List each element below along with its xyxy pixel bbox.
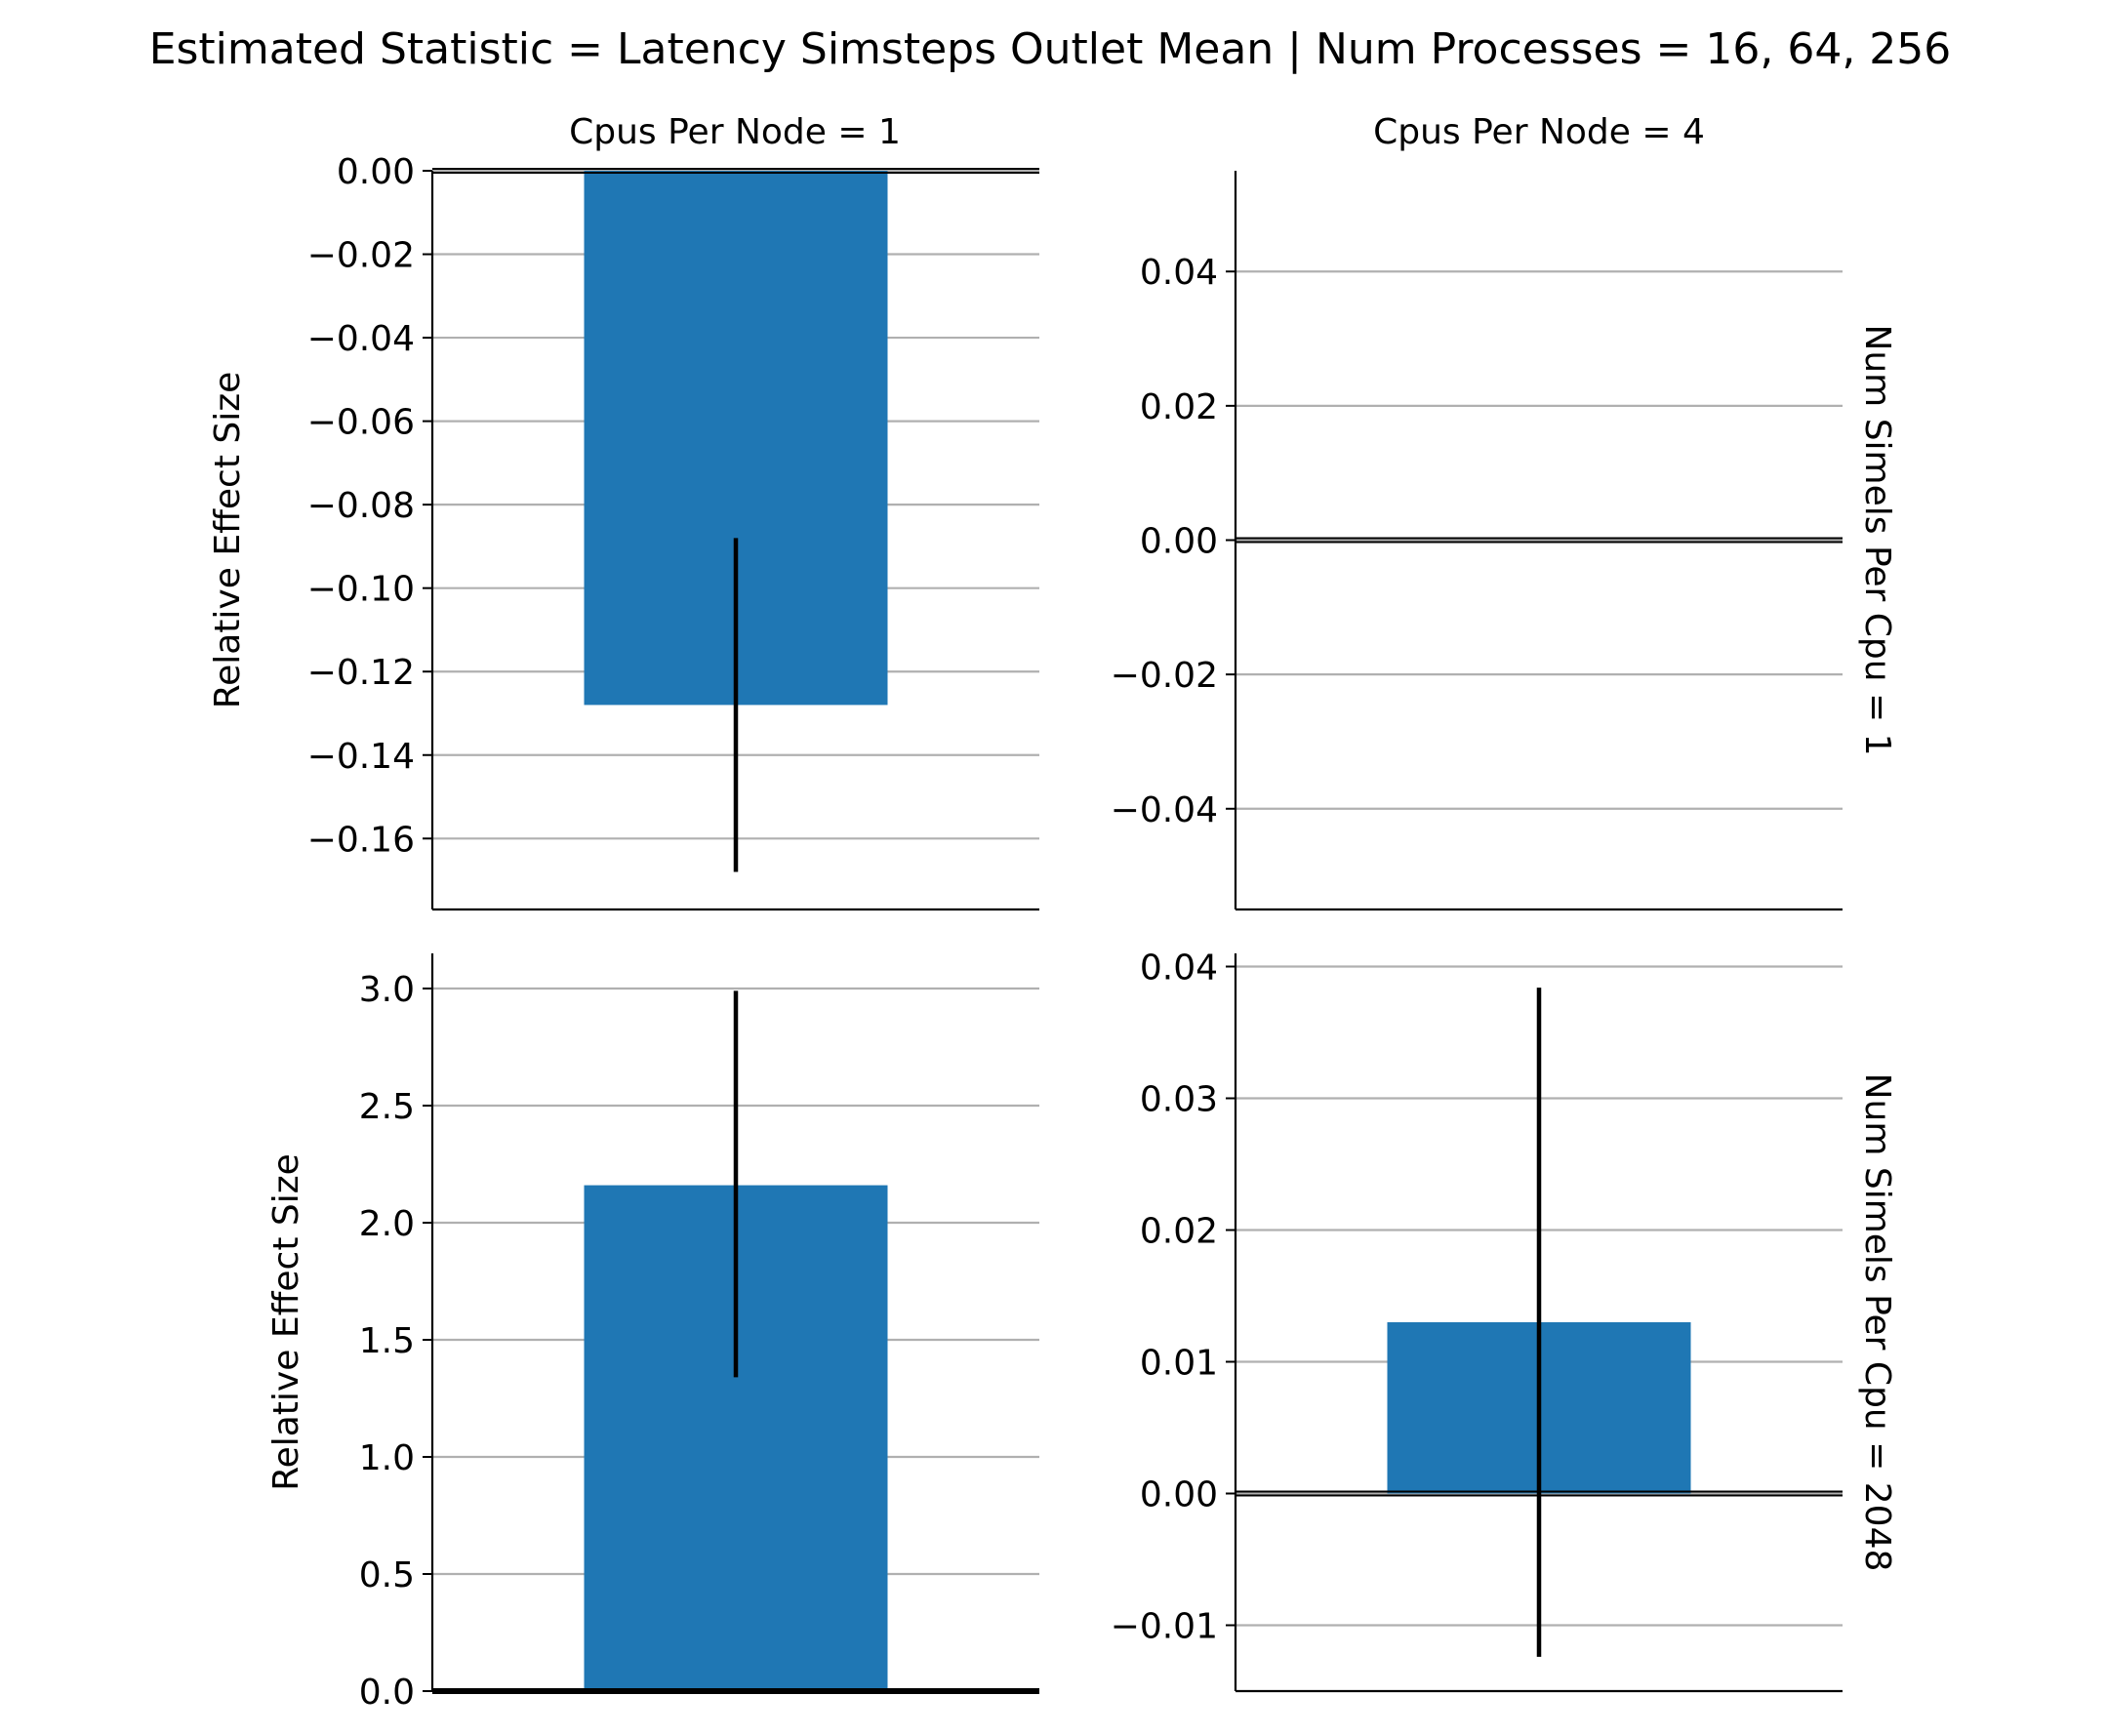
y-tick-label: 0.04	[1140, 949, 1218, 989]
y-axis-label: Relative Effect Size	[208, 372, 248, 709]
y-tick-label: −0.14	[307, 737, 415, 777]
y-tick-label: −0.02	[307, 236, 415, 276]
y-tick-label: 0.01	[1140, 1344, 1218, 1384]
column-title-cpus-4: Cpus Per Node = 4	[1373, 112, 1705, 152]
panel-2: 0.04 0.02 0.00 −0.02 −0.04 Num Simels Per Cpu…	[1111, 171, 1897, 911]
y-tick-label: 1.5	[359, 1321, 415, 1361]
y-tick-label: 2.0	[359, 1204, 415, 1244]
y-tick-label: 0.00	[1140, 522, 1218, 562]
y-tick-label: 0.5	[359, 1555, 415, 1595]
y-tick-label: 0.00	[1140, 1475, 1218, 1515]
y-tick-label: −0.12	[307, 653, 415, 693]
y-tick-label: −0.16	[307, 820, 415, 860]
y-tick-label: −0.06	[307, 403, 415, 443]
y-tick-label: −0.04	[1111, 790, 1218, 830]
facet-grid: 0.00 −0.02 −0.04 −0.06 −0.08 −0.10 −0.12 −0.14 −…	[208, 152, 1897, 1713]
y-tick-label: 2.5	[359, 1087, 415, 1127]
y-tick-label: −0.02	[1111, 656, 1218, 696]
column-title-cpus-1: Cpus Per Node = 1	[569, 112, 901, 152]
panel-1: 0.00 −0.02 −0.04 −0.06 −0.08 −0.10 −0.12 −0.14 −…	[208, 152, 1039, 911]
figure-title: Estimated Statistic = Latency Simsteps O…	[149, 24, 1952, 74]
y-tick-label: 0.0	[359, 1673, 415, 1713]
panel-3: 3.0 2.5 2.0 1.5 1.0 0.5 0.0 Relative Effect Siz…	[266, 953, 1039, 1713]
panel-4: 0.04 0.03 0.02 0.01 0.00 −0.01 Num Simels Per …	[1111, 949, 1897, 1693]
y-tick-label: 1.0	[359, 1438, 415, 1478]
y-tick-label: 3.0	[359, 970, 415, 1010]
y-tick-label: −0.10	[307, 570, 415, 610]
y-tick-label: −0.08	[307, 486, 415, 526]
y-tick-label: 0.02	[1140, 1212, 1218, 1252]
y-tick-label: 0.03	[1140, 1080, 1218, 1120]
y-tick-label: 0.00	[337, 152, 415, 192]
y-tick-label: 0.02	[1140, 387, 1218, 427]
y-tick-label: −0.04	[307, 319, 415, 359]
y-tick-label: 0.04	[1140, 253, 1218, 293]
row-facet-label: Num Simels Per Cpu = 1	[1857, 324, 1897, 755]
y-tick-label: −0.01	[1111, 1607, 1218, 1647]
y-axis-label: Relative Effect Size	[266, 1153, 306, 1491]
row-facet-label: Num Simels Per Cpu = 2048	[1857, 1073, 1897, 1572]
